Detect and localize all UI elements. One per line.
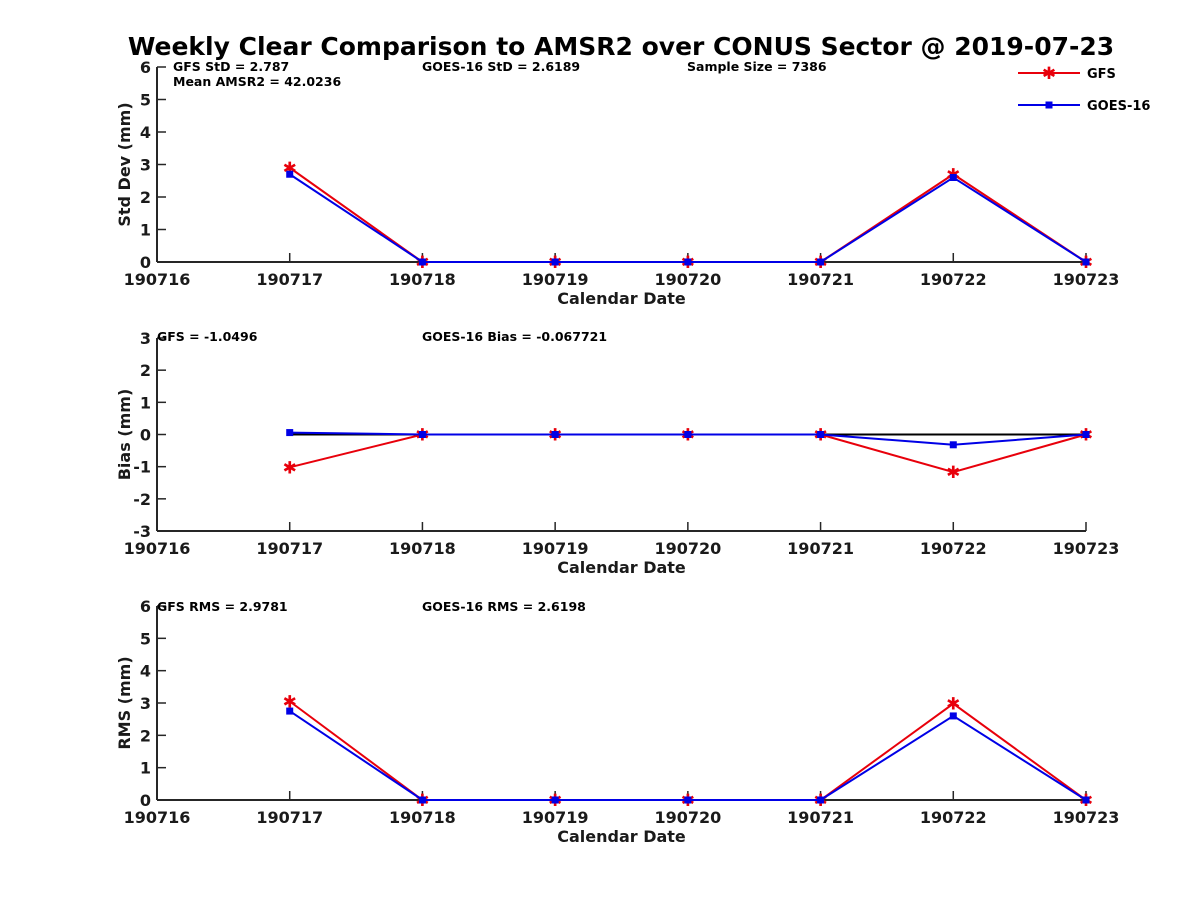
legend-goes16-marker: [1045, 101, 1053, 109]
stddev-x-tick-label: 190716: [124, 270, 191, 289]
rms-x-tick-label: 190721: [787, 808, 854, 827]
rms-x-axis-label: Calendar Date: [557, 827, 686, 846]
rms-y-tick-label: 1: [140, 759, 151, 778]
bias-x-tick-label: 190723: [1053, 539, 1120, 558]
bias-y-tick-label: -2: [133, 490, 151, 509]
stddev-y-tick-label: 2: [140, 188, 151, 207]
rms-y-tick-label: 2: [140, 726, 151, 745]
stddev-goes16-point: [551, 258, 559, 266]
legend: ✱ GFS GOES-16: [1018, 64, 1150, 114]
rms-goes16-point: [286, 707, 294, 715]
stddev-y-tick-label: 3: [140, 156, 151, 175]
rms-y-tick-label: 3: [140, 694, 151, 713]
rms-stat-annotation: GOES-16 RMS = 2.6198: [422, 599, 586, 614]
bias-goes16-point: [949, 441, 957, 449]
bias-panel: -3 -2 -1 0 1 2 3 190716 190717 190718 190719 190720…: [115, 329, 1119, 577]
rms-x-tick-label: 190723: [1053, 808, 1120, 827]
bias-y-tick-label: 0: [140, 426, 151, 445]
rms-x-tick-label: 190716: [124, 808, 191, 827]
rms-y-tick-label: 6: [140, 597, 151, 616]
rms-gfs-point: ✱: [283, 692, 297, 712]
stddev-goes16-point: [1082, 258, 1090, 266]
stddev-y-tick-label: 6: [140, 58, 151, 77]
stddev-y-tick-label: 5: [140, 91, 151, 110]
rms-goes16-line: [289, 710, 1087, 801]
rms-x-tick-label: 190722: [920, 808, 987, 827]
bias-x-tick-label: 190720: [654, 539, 721, 558]
figure-title: Weekly Clear Comparison to AMSR2 over CO…: [128, 32, 1114, 61]
bias-goes16-point: [1082, 431, 1090, 438]
bias-y-tick-label: -1: [133, 458, 151, 477]
bias-x-tick-label: 190719: [522, 539, 589, 558]
bias-x-tick-label: 190722: [920, 539, 987, 558]
stddev-gfs-line: [289, 166, 1087, 263]
stddev-y-tick-label: 4: [140, 123, 151, 142]
stddev-goes16-point: [286, 170, 294, 178]
rms-goes16-point: [817, 796, 825, 804]
rms-y-axis-label: RMS (mm): [115, 656, 134, 749]
rms-goes16-point: [551, 796, 559, 804]
rms-goes16-point: [1082, 796, 1090, 804]
stddev-stat-annotation: Mean AMSR2 = 42.0236: [173, 74, 341, 89]
stddev-panel: 0 1 2 3 4 5 6 190716 190717 190718 190719 190720 190…: [115, 58, 1119, 308]
stddev-goes16-point: [949, 174, 957, 181]
bias-y-tick-label: 2: [140, 361, 151, 380]
rms-x-tick-label: 190719: [522, 808, 589, 827]
rms-y-tick-label: 0: [140, 791, 151, 810]
bias-stat-annotation: GOES-16 Bias = -0.067721: [422, 329, 607, 344]
rms-panel: 0 1 2 3 4 5 6 190716 190717 190718 190719 190720 190…: [115, 597, 1119, 846]
stddev-x-tick-label: 190717: [256, 270, 323, 289]
bias-goes16-point: [817, 431, 825, 438]
bias-y-axis-label: Bias (mm): [115, 389, 134, 481]
bias-x-tick-label: 190716: [124, 539, 191, 558]
bias-y-tick-label: 1: [140, 393, 151, 412]
stddev-goes16-point: [418, 258, 426, 266]
stddev-x-tick-label: 190723: [1053, 270, 1120, 289]
stddev-goes16-line: [289, 173, 1087, 263]
stddev-x-tick-label: 190719: [522, 270, 589, 289]
rms-x-tick-label: 190717: [256, 808, 323, 827]
bias-goes16-point: [551, 431, 559, 438]
bias-x-axis-label: Calendar Date: [557, 558, 686, 577]
legend-gfs-marker: ✱: [1042, 64, 1056, 84]
bias-gfs-point: ✱: [283, 458, 297, 478]
bias-stat-annotation: GFS = -1.0496: [157, 329, 258, 344]
stddev-y-tick-label: 0: [140, 253, 151, 272]
rms-gfs-point: ✱: [946, 695, 960, 715]
rms-gfs-line: [289, 700, 1087, 801]
bias-goes16-point: [684, 431, 692, 438]
stddev-x-axis-label: Calendar Date: [557, 289, 686, 308]
stddev-stat-annotation: Sample Size = 7386: [687, 59, 827, 74]
stddev-y-axis-label: Std Dev (mm): [115, 102, 134, 226]
stddev-goes16-point: [817, 258, 825, 266]
stddev-stat-annotation: GFS StD = 2.787: [173, 59, 289, 74]
stddev-gfs-point: ✱: [283, 159, 297, 179]
rms-y-tick-label: 4: [140, 662, 151, 681]
rms-goes16-point: [684, 796, 692, 804]
rms-goes16-point: [418, 796, 426, 804]
bias-goes16-point: [286, 429, 294, 437]
stddev-stat-annotation: GOES-16 StD = 2.6189: [422, 59, 580, 74]
stddev-x-tick-label: 190718: [389, 270, 456, 289]
rms-y-tick-label: 5: [140, 629, 151, 648]
bias-x-tick-label: 190717: [256, 539, 323, 558]
stddev-y-tick-label: 1: [140, 221, 151, 240]
legend-gfs-label: GFS: [1087, 67, 1116, 82]
legend-goes16-label: GOES-16: [1087, 99, 1150, 114]
bias-goes16-point: [418, 431, 426, 438]
stddev-goes16-point: [684, 258, 692, 266]
stddev-x-tick-label: 190720: [654, 270, 721, 289]
stddev-x-tick-label: 190722: [920, 270, 987, 289]
stddev-x-tick-label: 190721: [787, 270, 854, 289]
rms-stat-annotation: GFS RMS = 2.9781: [157, 599, 288, 614]
bias-y-tick-label: 3: [140, 329, 151, 348]
bias-x-tick-label: 190721: [787, 539, 854, 558]
rms-goes16-point: [949, 712, 957, 720]
bias-x-tick-label: 190718: [389, 539, 456, 558]
rms-x-tick-label: 190720: [654, 808, 721, 827]
bias-gfs-point: ✱: [946, 463, 960, 483]
rms-x-tick-label: 190718: [389, 808, 456, 827]
bias-y-tick-label: -3: [133, 522, 151, 541]
